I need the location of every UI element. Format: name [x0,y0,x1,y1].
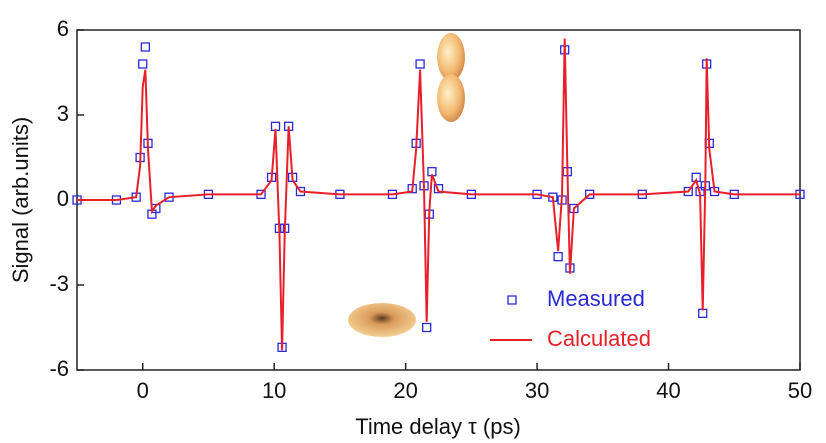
x-tick-label: 0 [137,378,149,403]
data-point [433,184,444,194]
y-tick-label: -3 [49,271,69,296]
legend-label: Calculated [547,326,651,351]
x-axis-label: Time delay τ (ps) [355,414,521,439]
plot-frame [76,29,801,371]
y-tick-label: 3 [57,101,69,126]
data-point [415,59,425,69]
x-tick-label: 20 [393,378,417,403]
legend-marker [507,295,517,305]
molecule-icon [348,33,465,337]
x-tick-label: 40 [656,378,680,403]
data-point [553,252,563,262]
y-tick-label: 0 [57,186,69,211]
y-axis-label: Signal (arb.units) [8,117,33,283]
x-tick-label: 10 [262,378,286,403]
x-tick-label: 30 [525,378,549,403]
data-point [422,322,432,333]
data-line [77,38,800,351]
data-point [138,59,148,69]
data-point [140,42,151,52]
data-point [698,308,708,318]
y-tick-label: -6 [49,356,69,381]
legend-label: Measured [547,286,645,311]
x-tick-label: 50 [788,378,812,403]
y-tick-label: 6 [57,16,69,41]
